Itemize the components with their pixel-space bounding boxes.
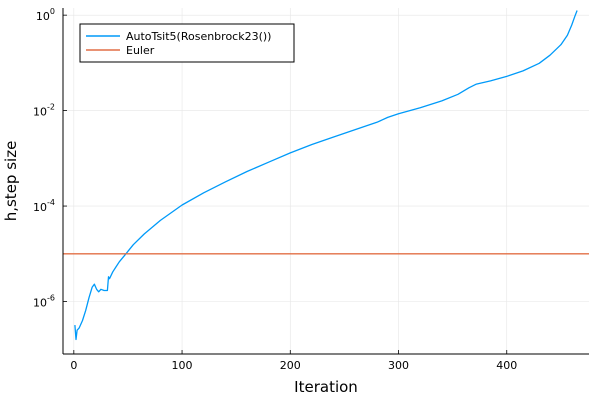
y-axis-label: h,step size bbox=[2, 141, 20, 222]
x-tick-label-4: 400 bbox=[496, 359, 517, 372]
legend-entry-series-1: AutoTsit5(Rosenbrock23()) bbox=[126, 30, 271, 43]
x-tick-label-2: 200 bbox=[280, 359, 301, 372]
y-tick-label-2: 10-4 bbox=[33, 198, 55, 214]
legend-entry-series-2: Euler bbox=[126, 44, 155, 57]
y-tick-label-1: 10-2 bbox=[33, 103, 55, 119]
y-tick-label-3: 10-6 bbox=[33, 294, 55, 310]
series-group bbox=[63, 10, 589, 341]
x-tick-label-0: 0 bbox=[70, 359, 77, 372]
x-tick-label-3: 300 bbox=[388, 359, 409, 372]
axes bbox=[62, 8, 589, 355]
y-tick-label-0: 100 bbox=[36, 7, 55, 23]
x-tick-label-1: 100 bbox=[172, 359, 193, 372]
grid bbox=[63, 8, 589, 354]
y-ticks: 100 10-2 10-4 10-6 bbox=[33, 7, 67, 310]
legend: AutoTsit5(Rosenbrock23()) Euler bbox=[79, 23, 295, 63]
x-axis-label: Iteration bbox=[294, 378, 358, 396]
x-ticks: 0 100 200 300 400 bbox=[70, 350, 517, 372]
series-line-1 bbox=[74, 10, 578, 341]
legend-box bbox=[79, 23, 295, 63]
